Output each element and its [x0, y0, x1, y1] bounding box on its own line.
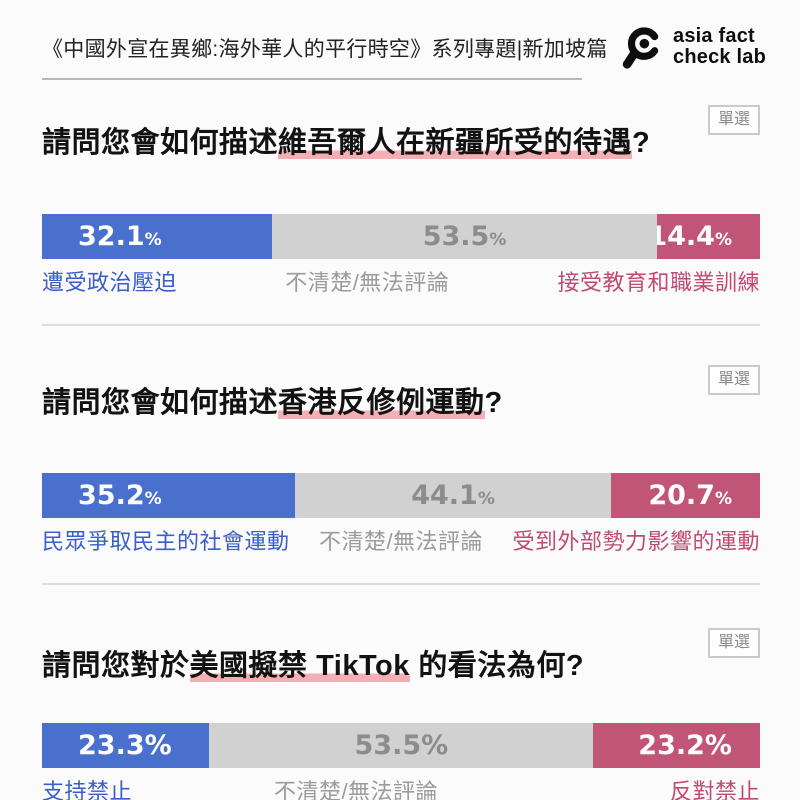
stacked-bar: 35.2% 44.1% 20.7%: [42, 473, 760, 519]
segment-value: 44.1: [411, 480, 478, 512]
bar-segment-option-b: 20.7%: [611, 473, 760, 519]
question-section-tiktok: 請問您對於美國擬禁 TikTok 的看法為何? 單選 23.3% 53.5% 2…: [42, 623, 760, 800]
question-title: 請問您會如何描述維吾爾人在新疆所受的待遇?: [42, 124, 650, 162]
bar-segment-neutral: 53.5%: [272, 214, 657, 260]
label-option-b: 反對禁止中國不會收集用戶數據: [669, 779, 760, 800]
percent-sign: %: [144, 230, 162, 251]
label-option-b: 接受教育和職業訓練: [557, 270, 760, 296]
label-neutral: 不清楚/無法評論: [273, 779, 439, 800]
bar-labels: 支持禁止基於國安考慮 不清楚/無法評論 反對禁止中國不會收集用戶數據: [42, 777, 760, 800]
stacked-bar: 32.1% 53.5% 14.4%: [42, 214, 760, 260]
percent-sign: %: [144, 730, 172, 762]
logo-line2: check lab: [673, 46, 766, 68]
question-section-hongkong: 請問您會如何描述香港反修例運動? 單選 35.2% 44.1% 20.7% 民眾…: [42, 360, 760, 586]
series-title: 《中國外宣在異鄉:海外華人的平行時空》系列專題|新加坡篇: [42, 38, 608, 61]
bar-segment-option-a: 35.2%: [42, 473, 295, 519]
segment-value: 20.7: [648, 480, 715, 512]
question-highlight: 香港反修例運動: [278, 387, 485, 420]
label-option-b: 受到外部勢力影響的運動: [512, 529, 760, 555]
single-choice-badge: 單選: [707, 628, 760, 659]
afcl-logo: asia fact check lab: [618, 24, 766, 70]
bar-segment-neutral: 44.1%: [294, 473, 612, 519]
percent-sign: %: [421, 730, 449, 762]
question-prefix: 請問您對於: [42, 650, 190, 683]
percent-sign: %: [477, 489, 495, 510]
section-divider: [42, 324, 760, 327]
percent-sign: %: [489, 230, 507, 251]
single-choice-badge: 單選: [707, 105, 760, 135]
header: 《中國外宣在異鄉:海外華人的平行時空》系列專題|新加坡篇 asia fact c…: [42, 24, 766, 70]
segment-value: 14.4: [656, 221, 715, 253]
bar-segment-option-a: 23.3%: [42, 723, 210, 769]
bar-segment-option-b: 14.4%: [656, 214, 760, 260]
section-divider: [42, 583, 760, 586]
bar-labels: 民眾爭取民主的社會運動 不清楚/無法評論 受到外部勢力影響的運動: [42, 527, 760, 557]
label-neutral: 不清楚/無法評論: [285, 270, 450, 296]
question-suffix: ?: [632, 127, 651, 160]
header-divider: [42, 78, 582, 80]
segment-value: 35.2: [78, 480, 145, 512]
segment-value: 23.2: [638, 730, 705, 762]
percent-sign: %: [714, 489, 732, 510]
question-suffix: 的看法為何?: [409, 650, 585, 683]
stacked-bar: 23.3% 53.5% 23.2%: [42, 723, 760, 769]
logo-line1: asia fact: [673, 25, 755, 47]
segment-value: 53.5: [422, 221, 490, 253]
question-highlight: 維吾爾人在新疆所受的待遇: [278, 127, 633, 160]
question-section-uyghur: 請問您會如何描述維吾爾人在新疆所受的待遇? 單選 32.1% 53.5% 14.…: [42, 100, 760, 327]
magnifier-icon: [618, 24, 664, 70]
question-prefix: 請問您會如何描述: [42, 127, 279, 160]
segment-value: 32.1: [78, 221, 145, 253]
question-suffix: ?: [484, 387, 503, 420]
bar-segment-option-b: 23.2%: [593, 723, 760, 769]
question-title: 請問您對於美國擬禁 TikTok 的看法為何?: [42, 647, 584, 685]
label-option-a: 遭受政治壓迫: [42, 270, 178, 296]
label-option-a: 民眾爭取民主的社會運動: [42, 529, 290, 555]
label-option-a: 支持禁止基於國安考慮: [42, 779, 133, 800]
percent-sign: %: [714, 230, 732, 251]
bar-segment-neutral: 53.5%: [209, 723, 594, 769]
logo-wordmark: asia fact check lab: [673, 26, 766, 68]
question-highlight: 美國擬禁 TikTok: [189, 650, 410, 683]
label-neutral: 不清楚/無法評論: [318, 529, 484, 555]
bar-labels: 遭受政治壓迫 不清楚/無法評論 接受教育和職業訓練: [42, 268, 760, 298]
question-title: 請問您會如何描述香港反修例運動?: [42, 384, 503, 422]
segment-value: 23.3: [78, 730, 145, 762]
question-prefix: 請問您會如何描述: [42, 387, 279, 420]
percent-sign: %: [704, 730, 732, 762]
segment-value: 53.5: [354, 730, 422, 762]
percent-sign: %: [144, 489, 162, 510]
bar-segment-option-a: 32.1%: [42, 214, 273, 260]
single-choice-badge: 單選: [707, 365, 760, 396]
